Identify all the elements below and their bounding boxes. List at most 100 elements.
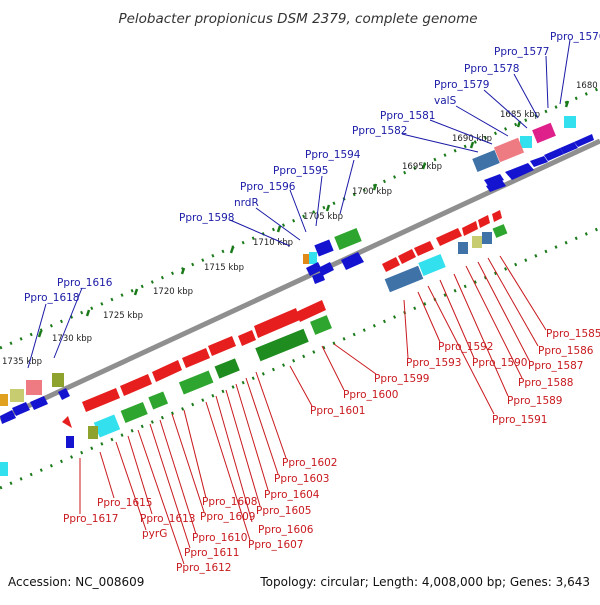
gene-label-ppro-1577[interactable]: Ppro_1577: [494, 46, 549, 58]
gene-feature[interactable]: [30, 396, 48, 410]
gene-label-ppro-1601[interactable]: Ppro_1601: [310, 405, 365, 417]
gene-label-ppro-1606[interactable]: Ppro_1606: [258, 524, 314, 536]
gene-feature[interactable]: [382, 257, 400, 272]
gene-label-ppro-1590[interactable]: Ppro_1590: [472, 357, 527, 369]
gene-label-ppro-1607[interactable]: Ppro_1607: [248, 539, 303, 551]
gene-feature[interactable]: [462, 221, 478, 236]
gene-label-ppro-1592[interactable]: Ppro_1592: [438, 341, 493, 353]
gene-label-ppro-1600[interactable]: Ppro_1600: [343, 389, 398, 401]
gene-feature[interactable]: [310, 315, 332, 335]
gene-feature[interactable]: [148, 391, 169, 410]
gene-label-ppro-1593[interactable]: Ppro_1593: [406, 357, 461, 369]
gene-feature[interactable]: [544, 148, 564, 161]
gene-label-ppro-1611[interactable]: Ppro_1611: [184, 547, 239, 559]
gene-feature[interactable]: [520, 136, 532, 148]
gene-feature[interactable]: [484, 174, 504, 186]
gene-label-ppro-1591[interactable]: Ppro_1591: [492, 414, 547, 426]
gene-feature[interactable]: [152, 360, 182, 382]
gene-feature[interactable]: [93, 414, 121, 438]
gene-feature[interactable]: [182, 348, 210, 368]
gene-label-ppro-1585[interactable]: Ppro_1585: [546, 328, 600, 340]
gene-feature[interactable]: [26, 380, 42, 395]
gene-label-ppro-1586[interactable]: Ppro_1586: [538, 345, 594, 357]
gene-feature[interactable]: [12, 402, 30, 416]
gene-label-ppro-1579[interactable]: Ppro_1579: [434, 79, 489, 91]
gene-feature[interactable]: [530, 156, 548, 167]
gene-feature[interactable]: [0, 410, 16, 424]
gene-feature[interactable]: [486, 180, 506, 192]
gene-feature[interactable]: [82, 388, 120, 412]
gene-feature[interactable]: [303, 254, 309, 264]
gene-feature[interactable]: [254, 308, 300, 338]
gene-feature[interactable]: [472, 236, 482, 248]
gene-feature[interactable]: [334, 228, 362, 250]
gene-feature[interactable]: [52, 373, 64, 387]
gene-feature[interactable]: [560, 142, 578, 154]
gene-label-ppro-1596[interactable]: Ppro_1596: [240, 181, 296, 193]
gene-label-ppro-1608[interactable]: Ppro_1608: [202, 496, 257, 508]
gene-feature[interactable]: [398, 249, 416, 264]
gene-feature[interactable]: [208, 336, 236, 356]
gene-feature[interactable]: [214, 358, 240, 379]
gene-label-ppro-1610[interactable]: Ppro_1610: [192, 532, 247, 544]
gene-label-ppro-1617[interactable]: Ppro_1617: [63, 513, 118, 525]
gene-label-ppro-1578[interactable]: Ppro_1578: [464, 63, 519, 75]
gene-label-ppro-1618[interactable]: Ppro_1618: [24, 292, 79, 304]
gene-feature[interactable]: [88, 426, 98, 439]
gene-label-ppro-1609[interactable]: Ppro_1609: [200, 511, 255, 523]
gene-label-ppro-1616[interactable]: Ppro_1616: [57, 277, 113, 289]
gene-feature[interactable]: [472, 150, 500, 172]
gene-label-nrdr[interactable]: nrdR: [234, 197, 259, 209]
gene-label-ppro-1615[interactable]: Ppro_1615: [97, 497, 152, 509]
gene-feature[interactable]: [505, 163, 534, 180]
gene-feature[interactable]: [492, 210, 502, 222]
gene-feature[interactable]: [255, 328, 309, 362]
gene-feature[interactable]: [564, 116, 576, 128]
gene-label-ppro-1588[interactable]: Ppro_1588: [518, 377, 573, 389]
gene-feature[interactable]: [0, 394, 8, 406]
gene-label-ppro-1576[interactable]: Ppro_1576: [550, 31, 600, 43]
gene-label-vals[interactable]: valS: [434, 95, 457, 107]
gene-label-ppro-1605[interactable]: Ppro_1605: [256, 505, 311, 517]
gene-feature[interactable]: [478, 215, 490, 228]
gene-feature[interactable]: [436, 228, 462, 246]
gene-feature[interactable]: [312, 272, 325, 284]
gene-label-ppro-1598[interactable]: Ppro_1598: [179, 212, 234, 224]
gene-label-ppro-1612[interactable]: Ppro_1612: [176, 562, 231, 574]
gene-feature[interactable]: [296, 300, 326, 322]
gene-feature[interactable]: [62, 416, 72, 428]
gene-feature[interactable]: [120, 374, 152, 396]
gene-label-ppro-1587[interactable]: Ppro_1587: [528, 360, 583, 372]
gene-feature[interactable]: [10, 389, 24, 402]
gene-feature[interactable]: [309, 252, 317, 264]
gene-feature[interactable]: [178, 370, 214, 395]
gene-feature[interactable]: [574, 134, 594, 147]
gene-feature[interactable]: [418, 254, 446, 276]
gene-feature[interactable]: [66, 436, 74, 448]
gene-feature[interactable]: [238, 330, 256, 346]
gene-feature[interactable]: [493, 137, 525, 163]
gene-label-ppro-1594[interactable]: Ppro_1594: [305, 149, 361, 161]
gene-label-ppro-1604[interactable]: Ppro_1604: [264, 489, 320, 501]
gene-feature[interactable]: [120, 401, 148, 423]
gene-feature[interactable]: [314, 239, 334, 257]
gene-feature[interactable]: [306, 262, 322, 276]
gene-feature[interactable]: [458, 242, 468, 254]
gene-label-ppro-1599[interactable]: Ppro_1599: [374, 373, 429, 385]
gene-feature[interactable]: [58, 388, 70, 400]
gene-label-ppro-1589[interactable]: Ppro_1589: [507, 395, 562, 407]
gene-feature[interactable]: [414, 241, 434, 256]
gene-feature[interactable]: [0, 462, 8, 476]
gene-feature[interactable]: [482, 232, 492, 244]
gene-feature[interactable]: [532, 122, 556, 144]
gene-label-pyrg[interactable]: pyrG: [142, 528, 167, 540]
gene-label-ppro-1595[interactable]: Ppro_1595: [273, 165, 328, 177]
gene-label-ppro-1602[interactable]: Ppro_1602: [282, 457, 337, 469]
gene-label-ppro-1603[interactable]: Ppro_1603: [274, 473, 329, 485]
gene-label-ppro-1582[interactable]: Ppro_1582: [352, 125, 407, 137]
gene-feature[interactable]: [492, 224, 508, 238]
gene-feature[interactable]: [341, 252, 364, 270]
gene-label-ppro-1613[interactable]: Ppro_1613: [140, 513, 195, 525]
gene-label-ppro-1581[interactable]: Ppro_1581: [380, 110, 435, 122]
gene-feature[interactable]: [384, 265, 424, 293]
